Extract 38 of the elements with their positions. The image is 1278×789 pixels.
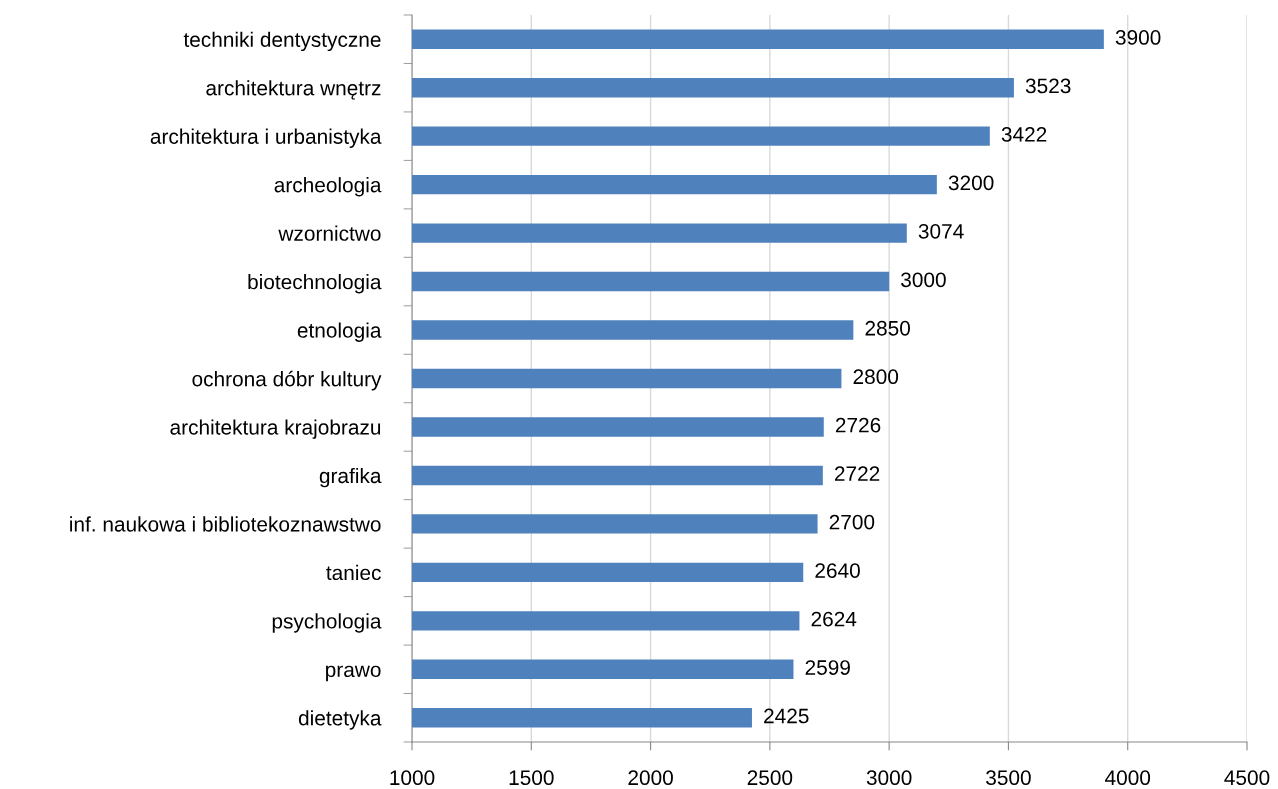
- y-tick-label: dietetyka: [298, 710, 382, 730]
- y-tick-label: archeologia: [274, 177, 382, 197]
- y-tick-label: ochrona dóbr kultury: [192, 370, 382, 391]
- y-tick-label: etnologia: [297, 322, 382, 342]
- data-label: 3523: [1025, 78, 1071, 94]
- y-tick-label: architektura i urbanistyka: [150, 128, 382, 149]
- data-label: 2722: [834, 466, 880, 481]
- y-tick-label: wzornictwo: [278, 225, 381, 241]
- x-tick-label: 1500: [509, 770, 554, 786]
- y-tick-label: architektura wnętrz: [206, 80, 381, 100]
- x-tick-label: 4000: [1105, 770, 1151, 786]
- x-tick-label: 1000: [390, 770, 435, 786]
- data-label: 2425: [764, 708, 809, 724]
- y-tick-label: grafika: [319, 467, 382, 488]
- data-label: 3422: [1001, 127, 1047, 142]
- y-tick-label: prawo: [326, 665, 381, 682]
- data-label: 3074: [918, 223, 964, 239]
- x-tick-label: 3500: [986, 770, 1031, 786]
- y-tick-label: biotechnologia: [248, 274, 382, 294]
- x-tick-label: 2500: [747, 770, 793, 786]
- data-label: 3200: [948, 175, 994, 191]
- y-tick-label: architektura krajobrazu: [170, 419, 381, 439]
- y-tick-label: psychologia: [272, 613, 382, 633]
- y-tick-label: techniki dentystyczne: [183, 31, 381, 52]
- data-label: 2850: [865, 320, 910, 336]
- y-tick-label: taniec: [326, 564, 381, 581]
- x-tick-label: 4500: [1224, 770, 1270, 786]
- data-label: 2726: [835, 417, 881, 433]
- data-label: 2624: [811, 611, 857, 627]
- data-label: 3900: [1115, 30, 1161, 45]
- x-tick-label: 2000: [628, 770, 673, 786]
- y-tick-label: inf. naukowa i bibliotekoznawstwo: [70, 516, 381, 532]
- data-label: 2640: [815, 563, 860, 578]
- data-label: 2599: [805, 660, 850, 675]
- data-label: 2700: [829, 514, 875, 530]
- data-label: 3000: [901, 272, 946, 288]
- data-label: 2800: [853, 369, 899, 385]
- x-tick-label: 3000: [866, 770, 912, 786]
